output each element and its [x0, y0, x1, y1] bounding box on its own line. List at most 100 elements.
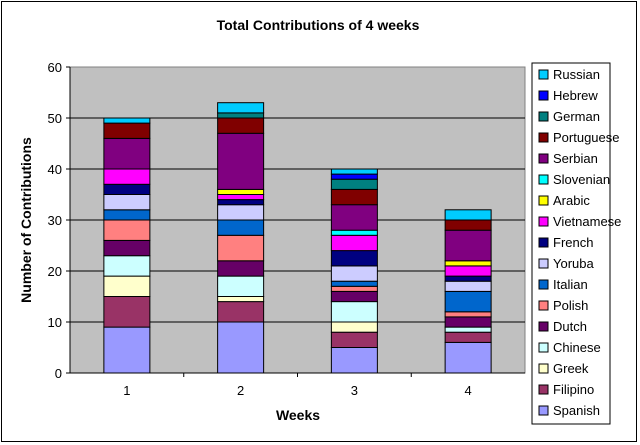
- bar-segment-spanish-week-3: [330, 347, 378, 374]
- bar-segment-french-week-3: [330, 250, 378, 267]
- bar-segment-filipino-week-3: [330, 331, 378, 349]
- bar-segment-spanish-week-1: [103, 326, 151, 374]
- legend-swatch-french: [538, 237, 549, 248]
- legend-swatch-german: [538, 111, 549, 122]
- legend-label-vietnamese: Vietnamese: [553, 214, 621, 229]
- y-tick-label: 0: [55, 366, 62, 381]
- bar-segment-dutch-week-3: [330, 290, 378, 303]
- bar-segment-polish-week-1: [103, 219, 151, 241]
- bar-segment-filipino-week-2: [217, 301, 265, 323]
- bar-segment-serbian-week-1: [103, 137, 151, 170]
- legend-swatch-yoruba: [538, 258, 549, 269]
- y-tick-label: 30: [48, 213, 62, 228]
- legend-label-italian: Italian: [553, 277, 588, 292]
- legend-label-russian: Russian: [553, 67, 600, 82]
- x-tick-label: 2: [237, 383, 244, 398]
- bar-segment-vietnamese-week-1: [103, 168, 151, 185]
- legend-label-french: French: [553, 235, 593, 250]
- legend-label-spanish: Spanish: [553, 403, 600, 418]
- legend-swatch-greek: [538, 363, 549, 374]
- bar-segment-portuguese-week-1: [103, 122, 151, 139]
- bar-segment-italian-week-3: [330, 280, 378, 287]
- bar-segment-yoruba-week-1: [103, 194, 151, 211]
- bar-segment-vietnamese-week-4: [444, 265, 492, 277]
- bar-segment-dutch-week-1: [103, 239, 151, 257]
- bar-segment-italian-week-1: [103, 209, 151, 221]
- legend-label-serbian: Serbian: [553, 151, 598, 166]
- bar-segment-polish-week-3: [330, 285, 378, 292]
- bar-segment-polish-week-4: [444, 311, 492, 318]
- legend-label-yoruba: Yoruba: [553, 256, 594, 271]
- bar-segment-arabic-week-2: [217, 188, 265, 195]
- legend-swatch-hebrew: [538, 90, 549, 101]
- legend-label-greek: Greek: [553, 361, 589, 376]
- legend-label-chinese: Chinese: [553, 340, 601, 355]
- bar-segment-filipino-week-4: [444, 331, 492, 343]
- legend-label-slovenian: Slovenian: [553, 172, 610, 187]
- legend-swatch-dutch: [538, 321, 549, 332]
- y-tick-label: 40: [48, 162, 62, 177]
- bar-segment-serbian-week-2: [217, 132, 265, 190]
- x-axis-title: Weeks: [276, 407, 320, 423]
- legend-label-german: German: [553, 109, 600, 124]
- legend-swatch-spanish: [538, 405, 549, 416]
- legend-swatch-russian: [538, 69, 549, 80]
- bar-segment-yoruba-week-2: [217, 204, 265, 221]
- bar-segment-french-week-2: [217, 199, 265, 206]
- bar-segment-filipino-week-1: [103, 296, 151, 328]
- bar-segment-dutch-week-4: [444, 316, 492, 328]
- legend-swatch-italian: [538, 279, 549, 290]
- bar-segment-spanish-week-4: [444, 341, 492, 374]
- bar-segment-russian-week-2: [217, 102, 265, 114]
- legend-label-arabic: Arabic: [553, 193, 590, 208]
- bar-segment-russian-week-3: [330, 168, 378, 175]
- legend: Russian Hebrew German Portuguese Serbian Slov…: [538, 67, 621, 418]
- y-tick-label: 60: [48, 60, 62, 75]
- legend-swatch-portuguese: [538, 132, 549, 143]
- y-axis-title: Number of Contributions: [18, 137, 34, 303]
- legend-label-hebrew: Hebrew: [553, 88, 598, 103]
- bar-segment-french-week-1: [103, 183, 151, 196]
- y-tick-label: 10: [48, 315, 62, 330]
- bar-segment-portuguese-week-3: [330, 188, 378, 206]
- bar-segment-yoruba-week-3: [330, 265, 378, 282]
- legend-label-polish: Polish: [553, 298, 588, 313]
- legend-label-portuguese: Portuguese: [553, 130, 620, 145]
- bar-segment-greek-week-1: [103, 275, 151, 298]
- bar-segment-italian-week-2: [217, 219, 265, 236]
- y-tick-label: 50: [48, 111, 62, 126]
- axes: 0 10 20 30 40 50 60 1 2 3 4: [48, 60, 525, 398]
- y-tick-label: 20: [48, 264, 62, 279]
- bar-segment-portuguese-week-4: [444, 219, 492, 231]
- bar-segment-chinese-week-1: [103, 255, 151, 277]
- legend-label-dutch: Dutch: [553, 319, 587, 334]
- bar-segment-greek-week-2: [217, 296, 265, 303]
- legend-swatch-filipino: [538, 384, 549, 395]
- legend-swatch-arabic: [538, 195, 549, 206]
- legend-swatch-polish: [538, 300, 549, 311]
- bar-segment-vietnamese-week-3: [330, 234, 378, 252]
- legend-swatch-vietnamese: [538, 216, 549, 227]
- bar-segment-greek-week-3: [330, 321, 378, 333]
- bar-segment-portuguese-week-2: [217, 117, 265, 134]
- bar-segment-yoruba-week-4: [444, 280, 492, 292]
- bar-segment-serbian-week-4: [444, 229, 492, 262]
- bar-segment-german-week-2: [217, 112, 265, 119]
- bar-segment-serbian-week-3: [330, 204, 378, 231]
- bar-segment-polish-week-2: [217, 234, 265, 262]
- bar-segment-italian-week-4: [444, 290, 492, 313]
- x-tick-label: 1: [123, 383, 130, 398]
- x-tick-label: 4: [465, 383, 472, 398]
- bar-segment-russian-week-1: [103, 117, 151, 124]
- bar-segment-arabic-week-4: [444, 260, 492, 267]
- bar-segment-chinese-week-2: [217, 275, 265, 298]
- legend-swatch-slovenian: [538, 174, 549, 185]
- chart-title: Total Contributions of 4 weeks: [217, 17, 420, 33]
- bar-segment-spanish-week-2: [217, 321, 265, 374]
- bar-segment-russian-week-4: [444, 209, 492, 221]
- bar-segment-chinese-week-4: [444, 326, 492, 333]
- legend-swatch-serbian: [538, 153, 549, 164]
- bar-segment-hebrew-week-3: [330, 173, 378, 180]
- bar-segment-vietnamese-week-2: [217, 194, 265, 201]
